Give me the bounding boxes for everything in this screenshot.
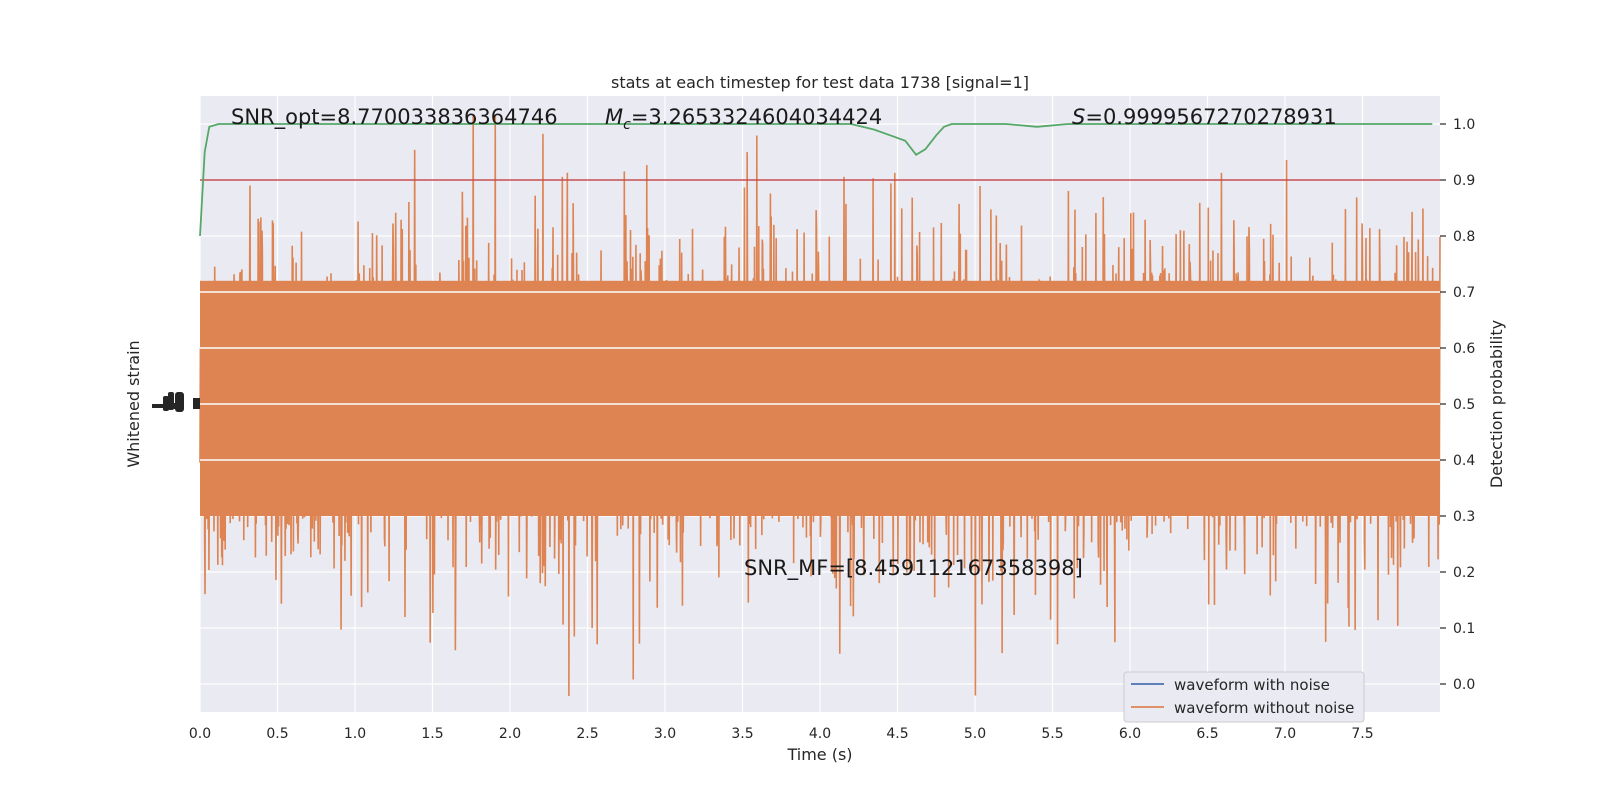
x-tick-label: 3.0 [654,726,676,742]
x-tick-label: 5.5 [1041,726,1063,742]
x-tick-label: 1.0 [344,726,366,742]
x-tick-label: 6.5 [1196,726,1218,742]
y-tick-label: 0.0 [1453,677,1475,693]
chart-title: stats at each timestep for test data 173… [611,73,1029,92]
x-tick-label: 7.5 [1351,726,1373,742]
snr-mf-annotation: SNR_MF=[8.459112167358398] [744,556,1083,581]
y-tick-label: 0.4 [1453,453,1475,469]
y-axis-left-label: Whitened strain [124,340,143,467]
x-tick-label: 1.5 [421,726,443,742]
y-tick-label: 0.5 [1453,397,1475,413]
y-tick-label: 0.2 [1453,565,1475,581]
snr-opt-annotation: SNR_opt=8.770033836364746 [231,105,558,130]
x-tick-label: 7.0 [1274,726,1296,742]
y-tick-label: 0.3 [1453,509,1475,525]
legend: waveform with noise waveform without noi… [1123,671,1365,723]
x-tick-label: 2.5 [576,726,598,742]
x-tick-label: 3.5 [731,726,753,742]
s-annotation: S=0.9999567270278931 [1072,105,1337,129]
y-tick-label: 0.1 [1453,621,1475,637]
legend-box [1123,671,1365,723]
legend-label-without-noise: waveform without noise [1174,699,1354,717]
legend-label-with-noise: waveform with noise [1174,676,1330,694]
x-tick-label: 5.0 [964,726,986,742]
chirp-mass-annotation: Mc=3.2653324604034424 [605,105,882,133]
y-tick-label: 1.0 [1453,117,1475,133]
y-tick-label: 0.8 [1453,229,1475,245]
x-tick-label: 0.5 [266,726,288,742]
y-tick-label: 0.6 [1453,341,1475,357]
x-tick-label: 2.0 [499,726,521,742]
x-tick-label: 4.5 [886,726,908,742]
y-tick-label: 0.9 [1453,173,1475,189]
series-waveform-without-noise [199,115,1441,697]
y-axis-right-label: Detection probability [1487,320,1506,488]
waveform-core-band [200,280,1440,516]
detection-probability-line [199,123,1433,237]
x-tick-label: 0.0 [189,726,211,742]
x-axis-label: Time (s) [786,745,852,764]
x-tick-label: 6.0 [1119,726,1141,742]
x-axis-ticks: 0.0 0.5 1.0 1.5 2.0 2.5 3.0 3.5 4.0 4.5 5.0 5.5 6.0 6… [189,726,1374,742]
y-axis-left-ticks [152,392,200,412]
y-axis-right-ticks: 0.0 0.1 0.2 0.3 0.4 0.5 0.6 0.7 0.8 0.9 1.0 [1440,117,1475,693]
y-tick-label: 0.7 [1453,285,1475,301]
x-tick-label: 4.0 [809,726,831,742]
